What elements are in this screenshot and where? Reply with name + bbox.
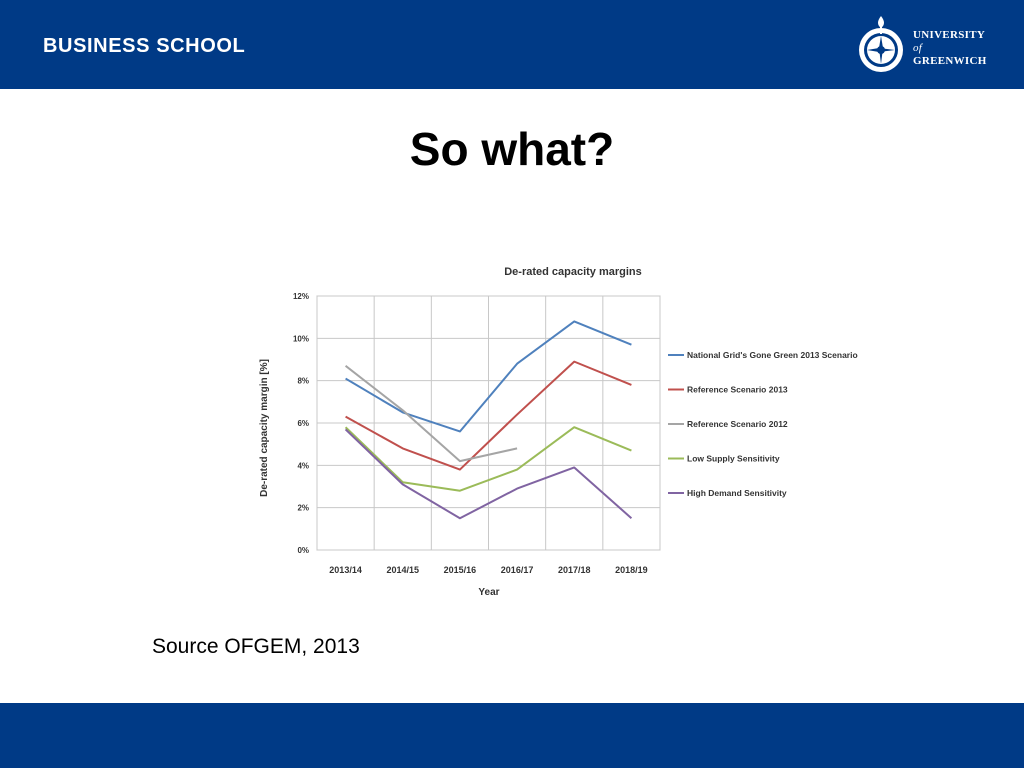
legend-label: National Grid's Gone Green 2013 Scenario — [687, 350, 858, 360]
source-citation: Source OFGEM, 2013 — [152, 635, 360, 658]
university-logo[interactable]: UNIVERSITY of GREENWICH — [856, 12, 1006, 78]
legend-label: Reference Scenario 2013 — [687, 385, 788, 395]
legend: National Grid's Gone Green 2013 Scenario… — [668, 350, 858, 498]
y-tick-label: 10% — [293, 334, 309, 343]
y-tick-label: 12% — [293, 292, 309, 301]
y-tick-label: 6% — [297, 419, 309, 428]
x-tick-label: 2018/19 — [615, 565, 648, 575]
tick-layer: 0% 2% 4% 6% 8% 10% 12% 2013/14 2014/15 2015/16 201… — [293, 292, 648, 575]
x-tick-label: 2017/18 — [558, 565, 591, 575]
logo-line-university: UNIVERSITY — [913, 29, 986, 41]
grid-layer — [316, 295, 661, 551]
business-school-label: BUSINESS SCHOOL — [43, 35, 246, 57]
university-crest-icon — [859, 16, 903, 72]
x-tick-label: 2013/14 — [329, 565, 362, 575]
y-tick-label: 8% — [297, 377, 309, 386]
x-tick-label: 2014/15 — [386, 565, 419, 575]
y-tick-label: 0% — [297, 546, 309, 555]
chart-canvas: De-rated capacity margins De-rated capac… — [259, 266, 858, 598]
slide-title: So what? — [409, 123, 615, 175]
series-line-1 — [345, 320, 632, 433]
university-name: UNIVERSITY of GREENWICH — [913, 29, 987, 68]
legend-label: High Demand Sensitivity — [687, 488, 787, 498]
series-line-5 — [344, 428, 633, 520]
y-axis-label: De-rated capacity margin [%] — [259, 359, 270, 497]
legend-label: Low Supply Sensitivity — [687, 454, 780, 464]
series-line-4 — [344, 426, 632, 492]
legend-label: Reference Scenario 2012 — [687, 419, 788, 429]
y-tick-label: 2% — [297, 504, 309, 513]
logo-line-greenwich: GREENWICH — [913, 55, 987, 67]
top-banner: BUSINESS SCHOOL UNIVERSITY of GREENWICH — [0, 0, 1024, 89]
x-tick-label: 2015/16 — [444, 565, 477, 575]
chart-title: De-rated capacity margins — [504, 266, 642, 278]
logo-line-of: of — [913, 42, 923, 54]
series-layer — [344, 320, 633, 520]
x-axis-label: Year — [478, 587, 499, 598]
series-line-3 — [344, 365, 518, 463]
line-chart: De-rated capacity margins De-rated capac… — [252, 258, 904, 606]
x-tick-label: 2016/17 — [501, 565, 534, 575]
bottom-banner — [0, 703, 1024, 768]
series-line-2 — [345, 360, 632, 471]
y-tick-label: 4% — [297, 461, 309, 470]
